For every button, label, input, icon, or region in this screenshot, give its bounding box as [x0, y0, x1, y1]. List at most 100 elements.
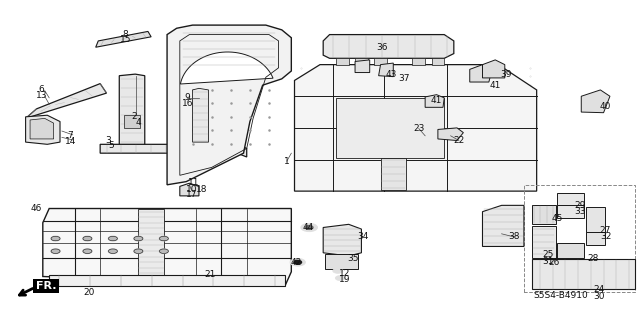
- Text: S5S4-B4910: S5S4-B4910: [534, 291, 588, 300]
- Polygon shape: [586, 207, 605, 232]
- Text: 20: 20: [84, 288, 95, 297]
- Polygon shape: [336, 98, 444, 158]
- Circle shape: [83, 236, 92, 241]
- Text: 24: 24: [593, 285, 605, 294]
- Polygon shape: [119, 74, 145, 147]
- Polygon shape: [532, 226, 556, 257]
- Text: 38: 38: [509, 233, 520, 241]
- Polygon shape: [586, 232, 605, 245]
- Circle shape: [134, 236, 143, 241]
- Circle shape: [335, 276, 346, 281]
- Text: 41: 41: [430, 97, 442, 106]
- Text: 14: 14: [65, 137, 76, 146]
- Polygon shape: [336, 58, 349, 65]
- Text: 7: 7: [67, 131, 73, 140]
- Text: 12: 12: [339, 270, 350, 278]
- Text: 16: 16: [182, 99, 193, 108]
- Text: 32: 32: [600, 233, 611, 241]
- Circle shape: [159, 249, 168, 253]
- Circle shape: [159, 236, 168, 241]
- Text: 43: 43: [386, 70, 397, 79]
- Polygon shape: [180, 52, 273, 84]
- Polygon shape: [381, 158, 406, 189]
- Polygon shape: [355, 60, 370, 72]
- Polygon shape: [167, 25, 291, 185]
- Polygon shape: [557, 205, 584, 218]
- Polygon shape: [431, 58, 444, 65]
- Text: 15: 15: [120, 35, 131, 44]
- Circle shape: [290, 258, 305, 266]
- Text: 37: 37: [398, 74, 410, 83]
- Text: 18: 18: [196, 185, 208, 194]
- Text: 5: 5: [109, 141, 115, 150]
- Text: 28: 28: [587, 254, 598, 263]
- Text: 39: 39: [500, 70, 512, 79]
- Text: 36: 36: [377, 43, 388, 52]
- Text: 46: 46: [31, 204, 42, 213]
- Text: 13: 13: [36, 91, 47, 100]
- Text: 40: 40: [600, 102, 611, 111]
- Polygon shape: [470, 65, 492, 82]
- Polygon shape: [96, 32, 151, 47]
- Text: 23: 23: [413, 124, 424, 133]
- Text: 3: 3: [106, 136, 111, 145]
- Polygon shape: [557, 193, 584, 205]
- Circle shape: [333, 268, 343, 273]
- Polygon shape: [483, 205, 524, 247]
- Circle shape: [305, 226, 313, 229]
- Polygon shape: [483, 60, 505, 78]
- Circle shape: [108, 249, 117, 253]
- Circle shape: [51, 236, 60, 241]
- Polygon shape: [323, 34, 454, 58]
- Polygon shape: [49, 275, 285, 286]
- Circle shape: [108, 236, 117, 241]
- Text: 33: 33: [574, 207, 586, 216]
- Text: 41: 41: [490, 81, 501, 90]
- Bar: [124, 115, 140, 128]
- Text: 35: 35: [348, 254, 359, 263]
- Circle shape: [301, 223, 317, 232]
- Text: 6: 6: [38, 85, 44, 94]
- Polygon shape: [412, 58, 425, 65]
- Text: 25: 25: [543, 250, 554, 259]
- Polygon shape: [138, 209, 164, 277]
- Polygon shape: [30, 118, 54, 139]
- Text: 45: 45: [551, 213, 563, 222]
- Polygon shape: [425, 95, 444, 107]
- Polygon shape: [532, 205, 556, 224]
- Text: 4: 4: [136, 118, 141, 127]
- Text: 17: 17: [186, 190, 197, 199]
- Polygon shape: [323, 224, 362, 256]
- Polygon shape: [355, 58, 368, 65]
- Text: 19: 19: [339, 275, 350, 284]
- Polygon shape: [325, 254, 358, 269]
- Circle shape: [83, 249, 92, 253]
- Text: 30: 30: [593, 292, 605, 300]
- Text: 42: 42: [290, 258, 301, 267]
- Text: 1: 1: [284, 157, 290, 166]
- Polygon shape: [193, 88, 209, 142]
- Text: 11: 11: [188, 178, 200, 187]
- Polygon shape: [100, 144, 246, 157]
- Polygon shape: [26, 84, 106, 118]
- Text: 2: 2: [131, 112, 137, 121]
- Polygon shape: [532, 259, 636, 289]
- Polygon shape: [379, 63, 394, 77]
- Circle shape: [51, 249, 60, 253]
- Text: 31: 31: [542, 257, 554, 266]
- Text: 44: 44: [303, 223, 314, 232]
- Polygon shape: [294, 65, 537, 191]
- Polygon shape: [26, 115, 60, 144]
- Polygon shape: [374, 58, 387, 65]
- Circle shape: [294, 260, 301, 264]
- Text: 10: 10: [186, 185, 197, 194]
- Text: 22: 22: [453, 136, 465, 145]
- Text: FR.: FR.: [36, 281, 56, 291]
- Polygon shape: [557, 243, 584, 257]
- Text: 9: 9: [184, 93, 190, 102]
- Text: 26: 26: [549, 258, 560, 267]
- Text: 8: 8: [123, 30, 129, 39]
- Polygon shape: [581, 90, 610, 113]
- Text: 29: 29: [574, 201, 586, 210]
- Text: 21: 21: [205, 270, 216, 279]
